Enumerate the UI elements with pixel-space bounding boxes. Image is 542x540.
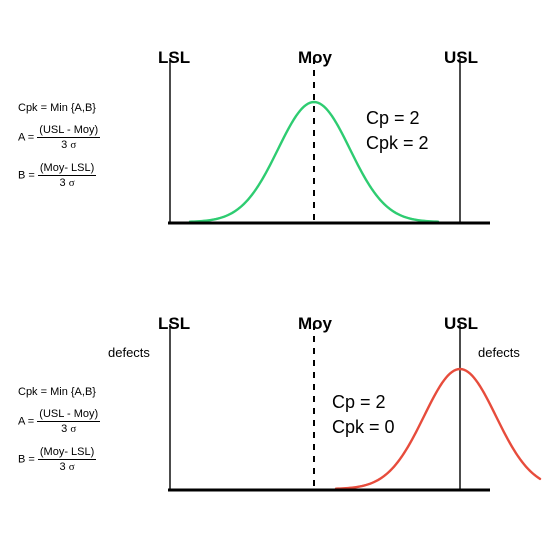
top-formula-a-num: (USL - Moy) [37, 124, 100, 138]
top-formula-b-frac: (Moy- LSL) 3 σ [38, 162, 96, 189]
top-formula-b: B = (Moy- LSL) 3 σ [18, 162, 96, 189]
top-formula-cpk: Cpk = Min {A,B} [18, 102, 96, 114]
bottom-mean-label: Moy [298, 314, 332, 334]
bottom-formula-a: A = (USL - Moy) 3 σ [18, 408, 100, 435]
diagram-canvas: LSL Moy USL Cp = 2 Cpk = 2 Cpk = Min {A,… [0, 0, 542, 540]
bottom-formula-b: B = (Moy- LSL) 3 σ [18, 446, 96, 473]
top-formula-b-den: 3 σ [38, 176, 96, 189]
top-formula-b-num: (Moy- LSL) [38, 162, 96, 176]
top-cpk-value: Cpk = 2 [366, 133, 429, 154]
top-formula-b-den-coeff: 3 [60, 177, 69, 189]
top-cp-value: Cp = 2 [366, 108, 420, 129]
bottom-formula-b-sigma: σ [69, 461, 75, 473]
bottom-formula-cpk: Cpk = Min {A,B} [18, 386, 96, 398]
bottom-lsl-label: LSL [158, 314, 190, 334]
bottom-usl-label: USL [444, 314, 478, 334]
top-mean-label: Moy [298, 48, 332, 68]
bottom-formula-b-frac: (Moy- LSL) 3 σ [38, 446, 96, 473]
bottom-formula-a-sigma: σ [70, 423, 76, 435]
bottom-cp-value: Cp = 2 [332, 392, 386, 413]
bottom-cpk-value: Cpk = 0 [332, 417, 395, 438]
top-formula-b-sigma: σ [69, 177, 75, 189]
top-formula-a-frac: (USL - Moy) 3 σ [37, 124, 100, 151]
bottom-formula-b-num: (Moy- LSL) [38, 446, 96, 460]
top-usl-label: USL [444, 48, 478, 68]
top-lsl-label: LSL [158, 48, 190, 68]
bottom-formula-b-den-coeff: 3 [60, 461, 69, 473]
top-formula-a: A = (USL - Moy) 3 σ [18, 124, 100, 151]
bottom-defects-right: defects [478, 345, 520, 360]
top-formula-a-sigma: σ [70, 139, 76, 151]
top-formula-b-prefix: B = [18, 169, 38, 181]
top-formula-a-den: 3 σ [37, 138, 100, 151]
bottom-formula-a-prefix: A = [18, 415, 37, 427]
bottom-formula-a-num: (USL - Moy) [37, 408, 100, 422]
top-formula-a-prefix: A = [18, 131, 37, 143]
bottom-formula-a-den: 3 σ [37, 422, 100, 435]
top-formula-a-den-coeff: 3 [61, 139, 70, 151]
bottom-formula-a-den-coeff: 3 [61, 423, 70, 435]
bottom-formula-b-den: 3 σ [38, 460, 96, 473]
bottom-defects-left: defects [108, 345, 150, 360]
bottom-formula-a-frac: (USL - Moy) 3 σ [37, 408, 100, 435]
bottom-formula-b-prefix: B = [18, 453, 38, 465]
